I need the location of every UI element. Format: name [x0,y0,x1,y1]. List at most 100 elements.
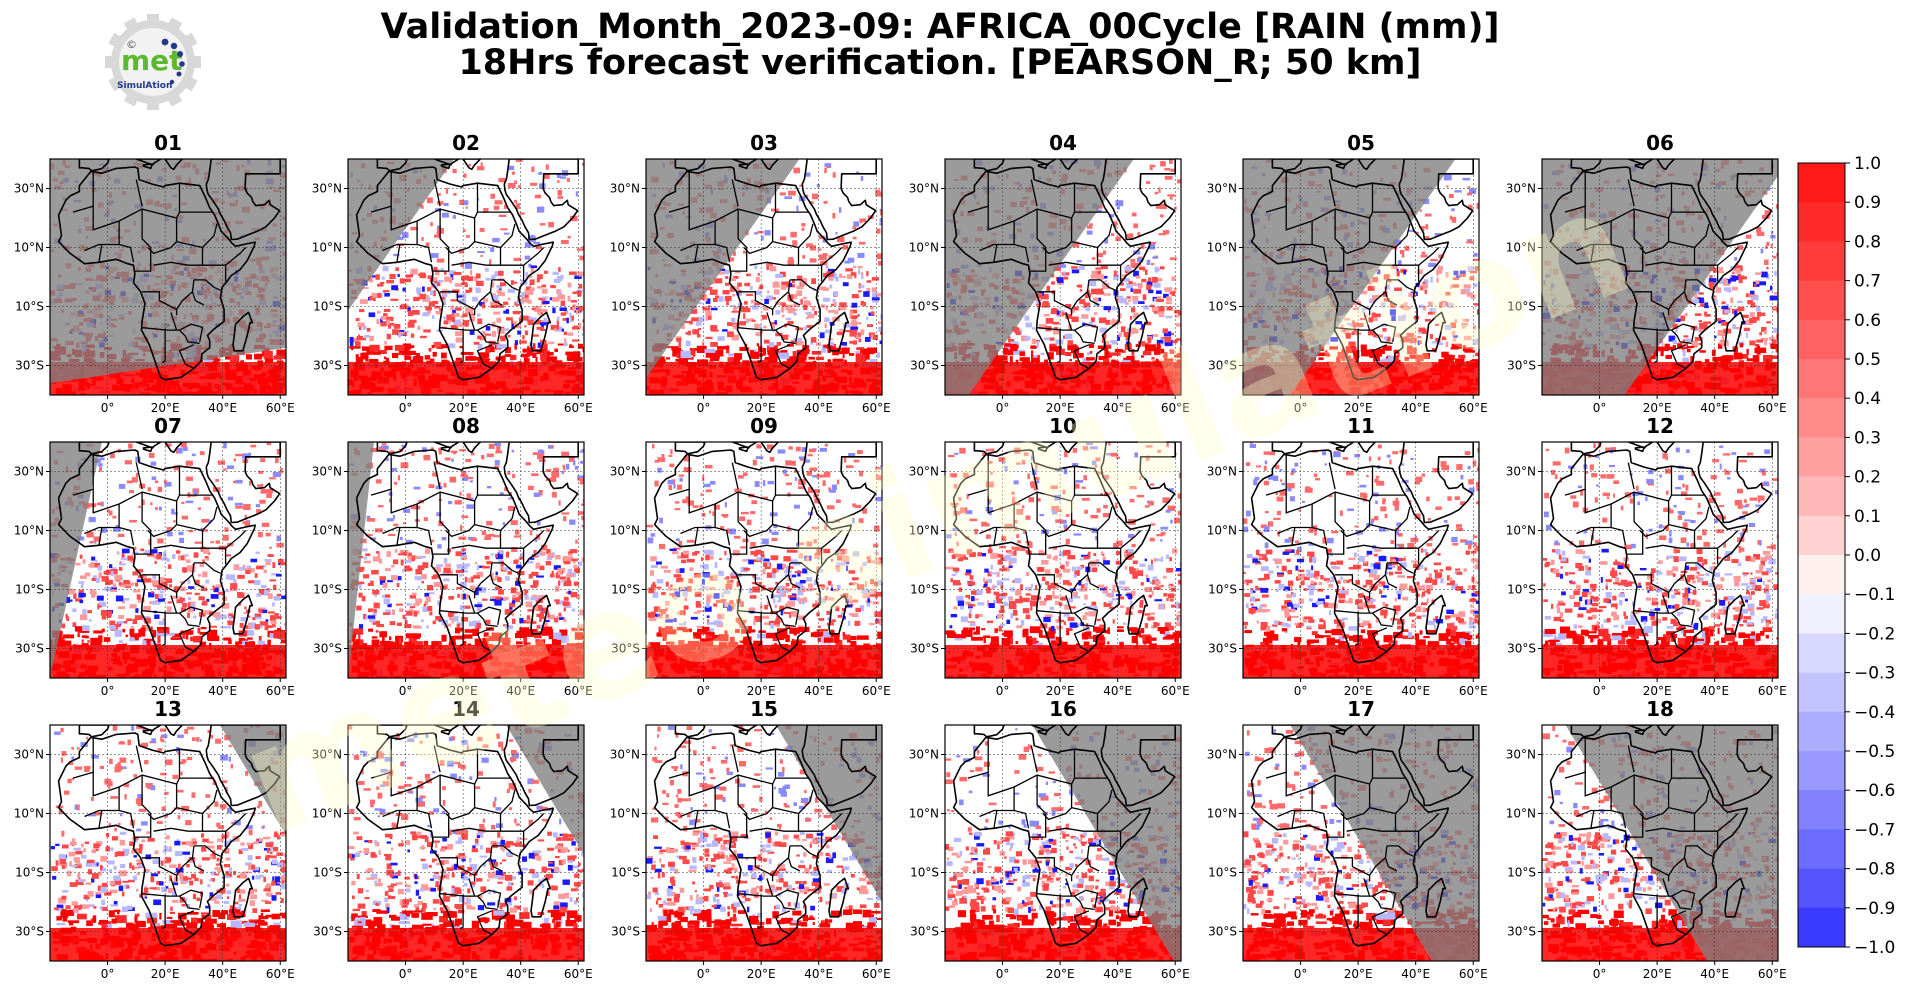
lat-tick-label: 30°N [1506,748,1536,762]
lat-tick-label: 10°N [14,241,44,255]
lat-tick-label: 30°S [1507,642,1536,656]
lon-tick-label: 40°E [1103,967,1132,981]
lat-tick-label: 10°S [1507,583,1536,597]
lat-tick-label: 30°N [312,182,342,196]
lat-tick-label: 30°N [909,748,939,762]
lon-tick-label: 20°E [449,967,478,981]
lat-tick-label: 10°S [1208,583,1237,597]
lat-tick-label: 10°N [1506,807,1536,821]
lat-tick-label: 10°N [610,807,640,821]
colorbar-tick-label: −0.2 [1854,624,1895,644]
colorbar-segment [1798,790,1845,830]
lat-tick-label: 30°S [910,642,939,656]
lat-tick-label: 30°N [1506,182,1536,196]
lat-tick-label: 30°S [15,642,44,656]
colorbar-tick-label: −0.8 [1854,860,1895,880]
lon-tick-label: 0° [1294,967,1308,981]
lat-tick-label: 30°S [1208,359,1237,373]
lat-tick-label: 30°S [611,642,640,656]
panel-title: 04 [1049,131,1077,155]
colorbar-segment [1798,516,1845,556]
lat-tick-label: 10°N [1506,241,1536,255]
colorbar-segment [1798,829,1845,869]
lat-tick-label: 10°S [1507,866,1536,880]
lat-tick-label: 30°S [1208,642,1237,656]
panel-title: 17 [1347,697,1375,721]
lat-tick-label: 30°N [610,465,640,479]
lon-tick-label: 60°E [564,967,593,981]
lat-tick-label: 30°S [910,925,939,939]
lat-tick-label: 30°N [1207,465,1237,479]
lat-tick-label: 10°N [1506,524,1536,538]
lat-tick-label: 30°S [15,925,44,939]
panel-title: 14 [452,697,480,721]
lat-tick-label: 10°N [312,807,342,821]
colorbar-svg: 1.00.90.80.70.60.50.40.30.20.10.0−0.1−0.… [1798,153,1908,957]
lat-tick-label: 10°N [312,524,342,538]
panel-title: 15 [750,697,778,721]
lat-tick-label: 10°S [1507,300,1536,314]
lat-tick-label: 30°N [312,748,342,762]
panel-title: 02 [452,131,480,155]
lat-tick-label: 30°N [1207,182,1237,196]
colorbar-tick-label: 0.8 [1854,232,1881,252]
panel-title: 08 [452,414,480,438]
lon-tick-label: 40°E [1700,967,1729,981]
lon-tick-label: 20°E [1344,967,1373,981]
lat-tick-label: 30°S [313,359,342,373]
lat-tick-label: 10°N [14,807,44,821]
logo-symbol: © [126,38,137,51]
lat-tick-label: 10°S [313,583,342,597]
colorbar-tick-label: 0.3 [1854,428,1881,448]
colorbar-segment [1798,398,1845,438]
colorbar-segment [1798,673,1845,713]
lon-tick-label: 20°E [747,967,776,981]
colorbar-segment [1798,869,1845,909]
colorbar-tick-label: 0.9 [1854,193,1881,213]
panel-title: 18 [1646,697,1674,721]
lat-tick-label: 30°S [15,359,44,373]
lat-tick-label: 30°N [909,182,939,196]
colorbar-segment [1798,241,1845,281]
lon-tick-label: 0° [101,967,115,981]
lat-tick-label: 10°N [909,241,939,255]
lat-tick-label: 10°N [909,807,939,821]
colorbar-segment [1798,163,1845,203]
colorbar-segment [1798,555,1845,595]
colorbar-tick-label: 0.0 [1854,546,1881,566]
lat-tick-label: 30°S [1208,925,1237,939]
lat-tick-label: 30°N [610,182,640,196]
lon-tick-label: 0° [996,967,1010,981]
lat-tick-label: 10°S [611,583,640,597]
lon-tick-label: 20°E [1046,967,1075,981]
lat-tick-label: 30°S [1507,359,1536,373]
lon-tick-label: 40°E [804,967,833,981]
lat-tick-label: 30°N [909,465,939,479]
panel-title: 16 [1049,697,1077,721]
colorbar-tick-label: −0.3 [1854,664,1895,684]
colorbar-segment [1798,477,1845,517]
colorbar-segment [1798,281,1845,321]
lat-tick-label: 30°S [611,359,640,373]
lat-tick-label: 10°S [910,583,939,597]
lat-tick-label: 10°N [1207,241,1237,255]
colorbar-segment [1798,437,1845,477]
lon-tick-label: 60°E [266,967,295,981]
lat-tick-label: 10°S [313,866,342,880]
lat-tick-label: 30°N [610,748,640,762]
lat-tick-label: 10°S [910,300,939,314]
panel-title: 07 [154,414,182,438]
colorbar-segment [1798,712,1845,752]
